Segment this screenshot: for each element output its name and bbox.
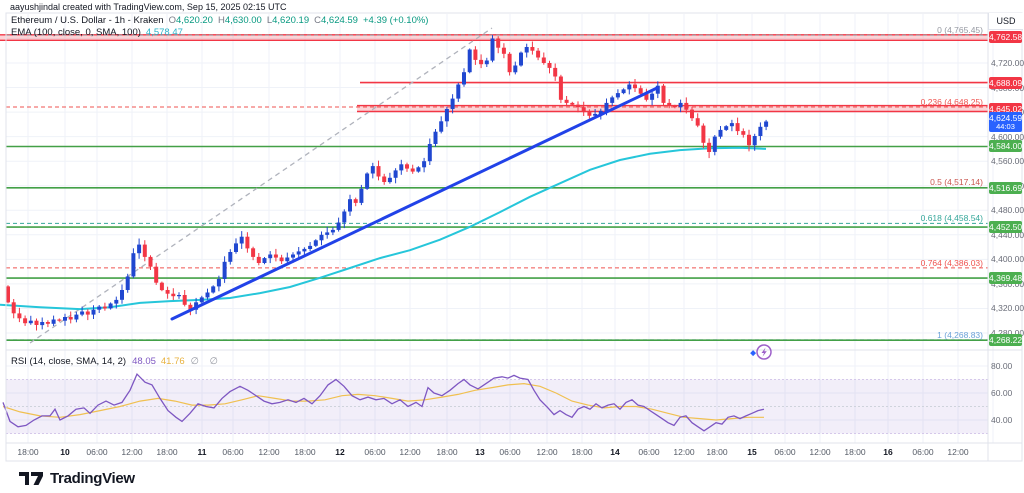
time-axis-label: 18:00 (844, 447, 866, 457)
rsi-axis-label: 60.00 (991, 388, 1013, 398)
ohlc-value: 4,630.00 (224, 15, 262, 26)
time-axis-label: 12:00 (399, 447, 421, 457)
rsi-empty-values: ∅ ∅ (190, 356, 222, 367)
rsi-indicator-header[interactable]: RSI (14, close, SMA, 14, 2) 48.05 41.76 ∅ ∅ (11, 356, 222, 367)
time-axis-label: 06:00 (222, 447, 244, 457)
footer: TradingView (18, 466, 135, 490)
bar-countdown: 44:03 (996, 121, 1015, 131)
fib-label-0.618: 0.618 (4,458.54) (920, 213, 983, 224)
rsi-axis-label: 40.00 (991, 415, 1013, 425)
time-axis-label: 12 (335, 447, 345, 457)
time-axis-label: 06:00 (364, 447, 386, 457)
boost-circle-icon (756, 344, 772, 360)
ohlc-value: 4,620.20 (175, 15, 213, 26)
price-line-tag: 4,584.00 (989, 140, 1023, 153)
price-axis-label: 4,600.00 (991, 131, 1024, 142)
time-axis-label: 14 (610, 447, 620, 457)
ema-label: EMA (100, close, 0, SMA, 100) (11, 27, 141, 38)
price-line-tag: 4,268.22 (989, 334, 1023, 347)
time-axis-label: 15 (747, 447, 757, 457)
time-axis-label: 06:00 (499, 447, 521, 457)
time-axis-label: 18:00 (156, 447, 178, 457)
time-axis-label: 06:00 (86, 447, 108, 457)
price-axis-label: 4,560.00 (991, 156, 1024, 167)
price-axis-label: 4,400.00 (991, 254, 1024, 265)
price-axis-label: 4,720.00 (991, 58, 1024, 68)
time-axis-label: 16 (883, 447, 893, 457)
ohlc-key: C (314, 15, 321, 26)
time-axis-label: 12:00 (673, 447, 695, 457)
symbol-title: Ethereum / U.S. Dollar - 1h - Kraken (11, 15, 164, 26)
time-axis-label: 12:00 (809, 447, 831, 457)
diamond-marker-icon (750, 350, 757, 357)
ohlc-key: H (217, 15, 225, 26)
rsi-value: 48.05 (132, 356, 156, 367)
rsi-sma-value: 41.76 (160, 356, 185, 367)
current-price-tag: 4,624.59 44:03 (989, 111, 1023, 132)
time-axis-label: 11 (197, 447, 207, 457)
ohlc-key: O (168, 15, 176, 26)
ema-value: 4,578.47 (145, 27, 183, 38)
time-axis-label: 18:00 (294, 447, 316, 457)
rsi-label: RSI (14, close, SMA, 14, 2) (11, 356, 127, 367)
ohlc-key: L (266, 15, 273, 26)
time-axis-label: 12:00 (947, 447, 969, 457)
fib-label-1: 1 (4,268.83) (937, 329, 983, 340)
fib-label-0.5: 0.5 (4,517.14) (930, 177, 983, 188)
time-axis-label: 18:00 (17, 447, 39, 457)
ohlc-values: O4,620.20 H4,630.00 L4,620.19 C4,624.59 (164, 15, 358, 26)
price-axis-label: 4,440.00 (991, 229, 1024, 240)
fib-label-0.764: 0.764 (4,386.03) (920, 257, 983, 268)
price-axis-label: 4,320.00 (991, 303, 1024, 314)
currency-toggle[interactable]: USD (988, 13, 1023, 30)
symbol-header[interactable]: Ethereum / U.S. Dollar - 1h - Kraken O4,6… (11, 15, 428, 26)
time-axis-label: 18:00 (436, 447, 458, 457)
time-axis-label: 12:00 (536, 447, 558, 457)
time-axis-label: 13 (475, 447, 485, 457)
time-axis-label: 06:00 (638, 447, 660, 457)
time-axis-label: 06:00 (912, 447, 934, 457)
ema-indicator-header[interactable]: EMA (100, close, 0, SMA, 100) 4,578.47 (11, 27, 183, 38)
fib-label-0: 0 (4,765.45) (937, 25, 983, 36)
price-line-tag: 4,516.69 (989, 181, 1023, 194)
price-line-tag: 4,688.09 (989, 76, 1023, 89)
tradingview-logo[interactable] (18, 467, 44, 489)
lightning-icon (761, 347, 767, 357)
time-axis-label: 12:00 (258, 447, 280, 457)
time-axis-label: 10 (60, 447, 70, 457)
time-axis-label: 06:00 (774, 447, 796, 457)
rsi-axis-label: 80.00 (991, 361, 1013, 371)
ohlc-value: 4,624.59 (320, 15, 358, 26)
boost-marker[interactable] (748, 343, 774, 361)
brand-name: TradingView (50, 469, 135, 487)
ohlc-value: 4,620.19 (272, 15, 310, 26)
time-axis-label: 18:00 (706, 447, 728, 457)
price-line-tag: 4,369.48 (989, 272, 1023, 285)
time-axis-label: 18:00 (571, 447, 593, 457)
price-axis-label: 4,480.00 (991, 205, 1024, 216)
price-axis-label: 4,280.00 (991, 328, 1024, 338)
price-line-tag: 4,452.50 (989, 221, 1023, 234)
time-axis-label: 12:00 (121, 447, 143, 457)
attribution-text: aayushjindal created with TradingView.co… (10, 2, 287, 12)
price-line-tag: 4,762.58 (989, 30, 1023, 43)
price-change: +4.39 (+0.10%) (362, 15, 429, 26)
fib-label-0.236: 0.236 (4,648.25) (920, 97, 983, 108)
